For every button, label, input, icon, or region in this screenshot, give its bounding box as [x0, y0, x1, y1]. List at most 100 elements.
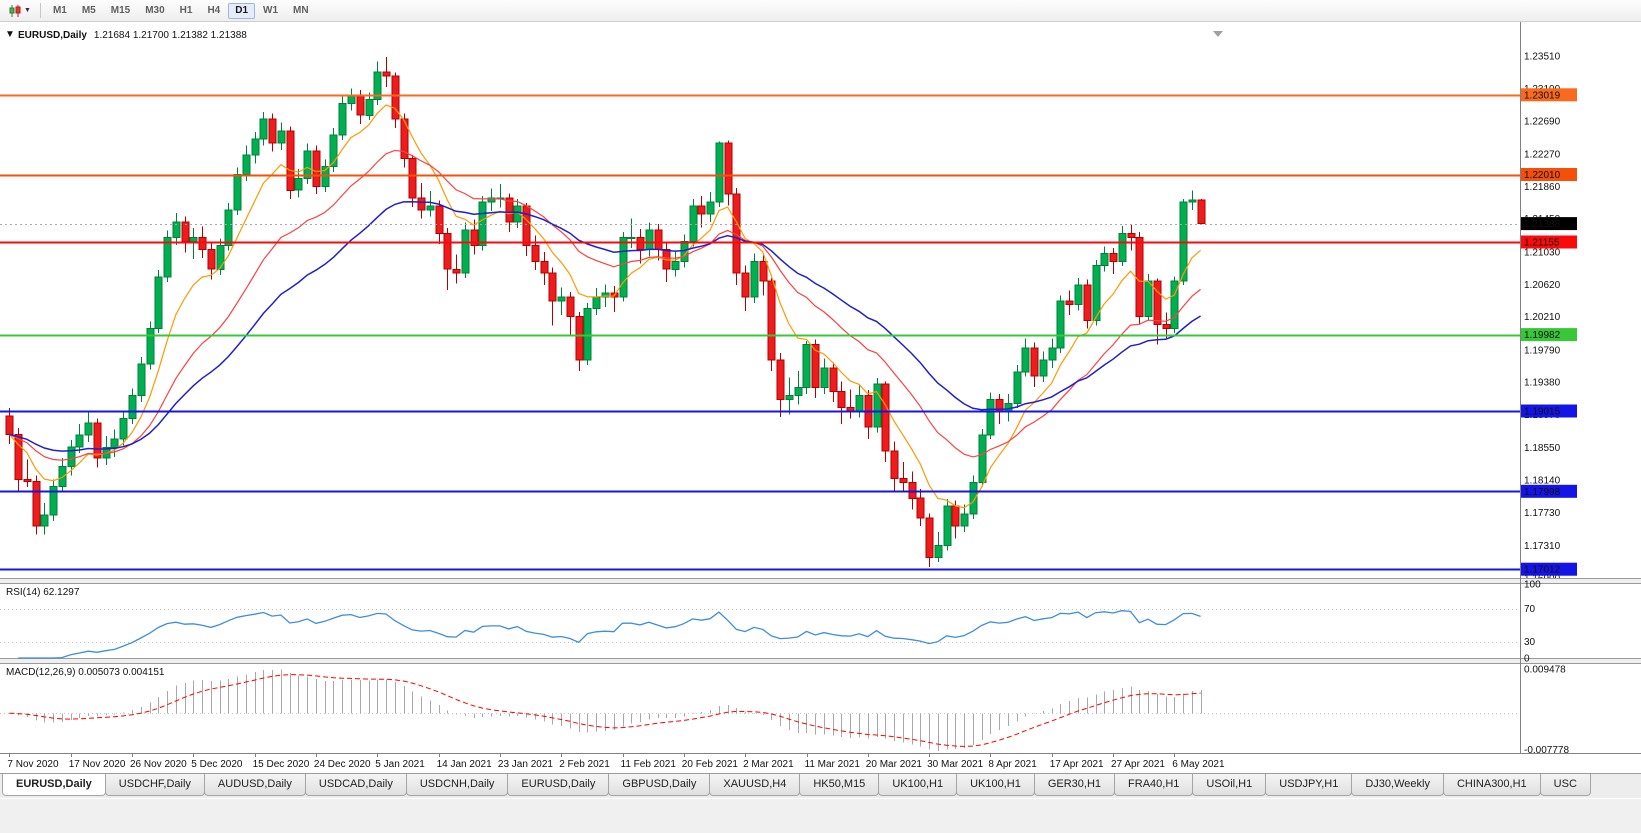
collapse-indicators-icon: ▼ [5, 29, 15, 40]
svg-text:-0.007778: -0.007778 [1524, 745, 1569, 756]
svg-text:1.23019: 1.23019 [1524, 90, 1561, 101]
chart-type-button[interactable]: ▼ [4, 2, 35, 20]
svg-text:27 Apr 2021: 27 Apr 2021 [1111, 759, 1165, 770]
moving-averages [8, 104, 1201, 509]
ma-mid-line [9, 149, 1201, 461]
svg-text:1.20210: 1.20210 [1524, 312, 1561, 323]
timeframe-button-d1[interactable]: D1 [228, 2, 256, 19]
svg-text:1.19790: 1.19790 [1524, 345, 1561, 356]
time-axis[interactable]: 7 Nov 2020 17 Nov 2020 26 Nov 2020 5 Dec 20… [0, 753, 1641, 770]
svg-text:5 Dec 2020: 5 Dec 2020 [191, 759, 243, 770]
timeframe-button-h4[interactable]: H4 [207, 4, 221, 16]
chart-tab-bar: EURUSD,Daily USDCHF,Daily AUDUSD,Daily USDC… [0, 773, 1641, 798]
svg-text:0.009478: 0.009478 [1524, 664, 1566, 675]
status-bar [0, 798, 1641, 833]
svg-text:11 Mar 2021: 11 Mar 2021 [805, 759, 861, 770]
timeframe-button-h1[interactable]: H1 [179, 4, 193, 16]
chevron-down-icon: ▼ [24, 7, 31, 14]
tab-eurusd-daily[interactable]: EURUSD,Daily [507, 774, 610, 796]
svg-text:14 Jan 2021: 14 Jan 2021 [437, 759, 492, 770]
horizontal-lines[interactable] [0, 94, 1520, 571]
svg-text:70: 70 [1524, 604, 1536, 615]
tab-uk100-h1[interactable]: UK100,H1 [878, 774, 958, 796]
panel-splitters[interactable] [0, 578, 1641, 664]
timeframe-button-m1[interactable]: M1 [52, 4, 67, 16]
tab-dj30-weekly[interactable]: DJ30,Weekly [1351, 774, 1444, 796]
svg-text:15 Dec 2020: 15 Dec 2020 [253, 759, 310, 770]
tab-ger30-h1[interactable]: GER30,H1 [1033, 774, 1116, 796]
svg-text:8 Apr 2021: 8 Apr 2021 [988, 759, 1037, 770]
chart-shift-marker-icon[interactable] [1213, 31, 1223, 37]
tab-usoil-h1[interactable]: USOil,H1 [1192, 774, 1267, 796]
svg-text:1.22010: 1.22010 [1524, 170, 1561, 181]
svg-text:1.20620: 1.20620 [1524, 280, 1561, 291]
tab-eurusd-daily[interactable]: EURUSD,Daily [2, 774, 106, 796]
toolbar-separator [39, 3, 41, 18]
svg-text:1.18550: 1.18550 [1524, 443, 1561, 454]
svg-text:30 Mar 2021: 30 Mar 2021 [927, 759, 984, 770]
svg-text:1.23510: 1.23510 [1524, 52, 1561, 63]
svg-text:1.17730: 1.17730 [1524, 508, 1561, 519]
svg-text:1.19982: 1.19982 [1524, 330, 1561, 341]
tab-fra40-h1[interactable]: FRA40,H1 [1114, 774, 1194, 796]
tab-usdjpy-h1[interactable]: USDJPY,H1 [1265, 774, 1353, 796]
tab-usc[interactable]: USC [1539, 774, 1591, 796]
rsi-label: RSI(14) 62.1297 [6, 587, 80, 598]
svg-text:1.19015: 1.19015 [1524, 407, 1561, 418]
macd-panel[interactable]: 0.009478 -0.007778 MACD(12,26,9) 0.005073 … [0, 664, 1569, 756]
macd-histogram [9, 669, 1202, 751]
chart-canvas[interactable]: 1.235101.231001.226901.222701.218601.214… [0, 22, 1641, 773]
rsi-line [18, 610, 1201, 659]
timeframe-buttons: M1 M5 M15 M30 H1 H4 D1 W1 MN [46, 2, 316, 19]
svg-text:6 May 2021: 6 May 2021 [1172, 759, 1225, 770]
tab-china300-h1[interactable]: CHINA300,H1 [1442, 774, 1541, 796]
svg-text:1.17310: 1.17310 [1524, 541, 1561, 552]
svg-text:7 Nov 2020: 7 Nov 2020 [7, 759, 59, 770]
svg-text:20 Mar 2021: 20 Mar 2021 [866, 759, 923, 770]
ma-slow-line [9, 200, 1201, 452]
ma-fast-line [8, 104, 1201, 509]
svg-text:1.19380: 1.19380 [1524, 378, 1561, 389]
candles-layer [5, 56, 1206, 567]
tab-xauusd-h4[interactable]: XAUUSD,H4 [709, 774, 801, 796]
svg-text:1.18140: 1.18140 [1524, 476, 1561, 487]
timeframe-button-m5[interactable]: M5 [81, 4, 96, 16]
svg-text:1.21388: 1.21388 [1524, 219, 1561, 230]
tab-usdcnh-daily[interactable]: USDCNH,Daily [405, 774, 509, 796]
tab-audusd-daily[interactable]: AUDUSD,Daily [203, 774, 306, 796]
macd-label: MACD(12,26,9) 0.005073 0.004151 [6, 667, 165, 678]
svg-text:17 Nov 2020: 17 Nov 2020 [69, 759, 126, 770]
candlestick-chart-icon [9, 4, 21, 17]
svg-text:30: 30 [1524, 637, 1536, 648]
timeframe-button-m15[interactable]: M15 [110, 4, 131, 16]
tab-usdcad-daily[interactable]: USDCAD,Daily [304, 774, 407, 796]
current-price-badge [1521, 217, 1577, 231]
svg-text:2 Feb 2021: 2 Feb 2021 [559, 759, 610, 770]
tab-usdchf-daily[interactable]: USDCHF,Daily [104, 774, 205, 796]
svg-text:23 Jan 2021: 23 Jan 2021 [498, 759, 553, 770]
tab-gbpusd-daily[interactable]: GBPUSD,Daily [608, 774, 711, 796]
svg-text:1.21030: 1.21030 [1524, 247, 1561, 258]
svg-text:17 Apr 2021: 17 Apr 2021 [1050, 759, 1104, 770]
timeframe-button-m30[interactable]: M30 [145, 4, 165, 16]
svg-text:1.17012: 1.17012 [1524, 565, 1561, 576]
timeframe-button-w1[interactable]: W1 [263, 4, 279, 16]
price-badges: 1.23019 1.22010 1.21155 1.19982 1.19015 1.179… [1521, 88, 1577, 576]
chart-background [0, 22, 1641, 773]
macd-signal-line [9, 674, 1201, 747]
svg-text:20 Feb 2021: 20 Feb 2021 [682, 759, 739, 770]
chart-title: EURUSD,Daily 1.21684 1.21700 1.21382 1.21… [18, 30, 247, 41]
svg-text:26 Nov 2020: 26 Nov 2020 [130, 759, 187, 770]
svg-text:11 Feb 2021: 11 Feb 2021 [621, 759, 677, 770]
toolbar: ▼ M1 M5 M15 M30 H1 H4 D1 W1 MN [0, 0, 1641, 22]
timeframe-button-mn[interactable]: MN [293, 4, 309, 16]
svg-text:1.21860: 1.21860 [1524, 182, 1561, 193]
svg-text:1.21155: 1.21155 [1524, 238, 1560, 249]
svg-text:1.22690: 1.22690 [1524, 116, 1561, 127]
tab-hk50-m15[interactable]: HK50,M15 [799, 774, 880, 796]
svg-text:5 Jan 2021: 5 Jan 2021 [375, 759, 425, 770]
tab-uk100-h1[interactable]: UK100,H1 [956, 774, 1035, 796]
rsi-panel[interactable]: 100 70 30 0 RSI(14) 62.1297 [0, 580, 1541, 665]
svg-text:1.17998: 1.17998 [1524, 487, 1561, 498]
svg-text:24 Dec 2020: 24 Dec 2020 [314, 759, 371, 770]
